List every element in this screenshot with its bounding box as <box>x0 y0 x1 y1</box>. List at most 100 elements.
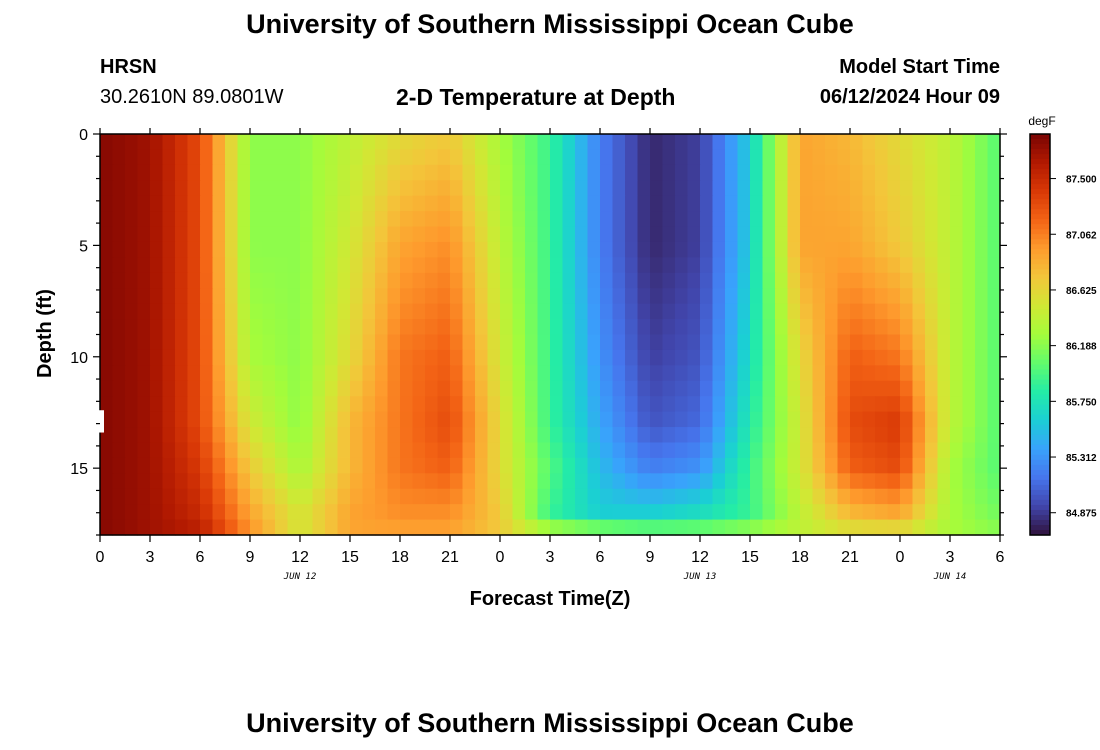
heatmap-cell <box>775 519 789 536</box>
heatmap-cell <box>150 396 164 413</box>
heatmap-cell <box>625 488 639 505</box>
heatmap-cell <box>862 272 876 289</box>
heatmap-cell <box>512 334 526 351</box>
heatmap-cell <box>525 488 539 505</box>
heatmap-cell <box>300 396 314 413</box>
heatmap-cell <box>825 473 839 490</box>
heatmap-cell <box>287 272 301 289</box>
heatmap-cell <box>850 211 864 228</box>
heatmap-cell <box>487 457 501 474</box>
heatmap-cell <box>325 319 339 336</box>
heatmap-cell <box>275 149 289 166</box>
heatmap-cell <box>337 411 351 428</box>
heatmap-cell <box>262 303 276 320</box>
heatmap-cell <box>912 411 926 428</box>
heatmap-cell <box>900 241 914 258</box>
heatmap-cell <box>325 226 339 243</box>
heatmap-cell <box>275 180 289 197</box>
heatmap-cell <box>987 164 1001 181</box>
heatmap-cell <box>850 411 864 428</box>
heatmap-cell <box>700 257 714 274</box>
heatmap-cell <box>350 241 364 258</box>
heatmap-cell <box>125 427 139 444</box>
heatmap-cell <box>487 288 501 305</box>
heatmap-cell <box>375 427 389 444</box>
heatmap-cell <box>900 180 914 197</box>
heatmap-cell <box>887 195 901 212</box>
heatmap-cell <box>725 272 739 289</box>
heatmap-cell <box>275 396 289 413</box>
heatmap-cell <box>925 427 939 444</box>
heatmap-cell <box>875 288 889 305</box>
heatmap-cell <box>150 488 164 505</box>
heatmap-cell <box>387 180 401 197</box>
heatmap-cell <box>787 272 801 289</box>
heatmap-cell <box>687 211 701 228</box>
heatmap-cell <box>487 365 501 382</box>
heatmap-cell <box>325 334 339 351</box>
heatmap-cell <box>337 519 351 536</box>
heatmap-cell <box>300 319 314 336</box>
heatmap-cell <box>562 272 576 289</box>
heatmap-cell <box>675 149 689 166</box>
heatmap-cell <box>412 427 426 444</box>
heatmap-cell <box>587 488 601 505</box>
heatmap-cell <box>975 411 989 428</box>
heatmap-cell <box>462 411 476 428</box>
heatmap-cell <box>537 442 551 459</box>
heatmap-cell <box>962 180 976 197</box>
heatmap-cell <box>700 211 714 228</box>
heatmap-cell <box>175 134 189 151</box>
heatmap-cell <box>737 195 751 212</box>
heatmap-cell <box>800 411 814 428</box>
heatmap-cell <box>150 473 164 490</box>
heatmap-cell <box>112 488 126 505</box>
heatmap-cell <box>662 396 676 413</box>
heatmap-cell <box>987 288 1001 305</box>
colorbar-segment <box>1030 424 1050 431</box>
heatmap-cell <box>400 504 414 521</box>
heatmap-cell <box>987 473 1001 490</box>
heatmap-cell <box>925 504 939 521</box>
heatmap-cell <box>612 134 626 151</box>
heatmap-cell <box>487 349 501 366</box>
heatmap-cell <box>425 349 439 366</box>
heatmap-cell <box>387 349 401 366</box>
heatmap-cell <box>325 288 339 305</box>
heatmap-cell <box>212 473 226 490</box>
heatmap-cell <box>150 211 164 228</box>
colorbar-segment <box>1030 239 1050 245</box>
heatmap-cell <box>587 257 601 274</box>
heatmap-cell <box>525 411 539 428</box>
heatmap-cell <box>750 180 764 197</box>
heatmap-cell <box>937 442 951 459</box>
heatmap-cell <box>625 442 639 459</box>
heatmap-cell <box>675 519 689 536</box>
heatmap-cell <box>650 272 664 289</box>
heatmap-cell <box>875 134 889 151</box>
heatmap-cell <box>575 349 589 366</box>
heatmap-cell <box>537 134 551 151</box>
heatmap-cell <box>800 504 814 521</box>
heatmap-cell <box>837 473 851 490</box>
heatmap-cell <box>475 334 489 351</box>
x-tick-label: 0 <box>96 549 105 566</box>
heatmap-cell <box>625 272 639 289</box>
heatmap-cell <box>462 457 476 474</box>
heatmap-cell <box>300 457 314 474</box>
heatmap-cell <box>275 519 289 536</box>
colorbar-tick-label: 86.188 <box>1066 342 1097 353</box>
heatmap-cell <box>950 396 964 413</box>
heatmap-cell <box>975 149 989 166</box>
heatmap-cell <box>612 519 626 536</box>
colorbar-segment <box>1030 254 1050 260</box>
heatmap-cell <box>725 504 739 521</box>
heatmap-cell <box>950 241 964 258</box>
heatmap-cell <box>912 134 926 151</box>
heatmap-cell <box>662 380 676 397</box>
heatmap-cell <box>725 319 739 336</box>
heatmap-cell <box>562 396 576 413</box>
heatmap-cell <box>237 226 251 243</box>
heatmap-cell <box>475 427 489 444</box>
heatmap-cell <box>412 411 426 428</box>
